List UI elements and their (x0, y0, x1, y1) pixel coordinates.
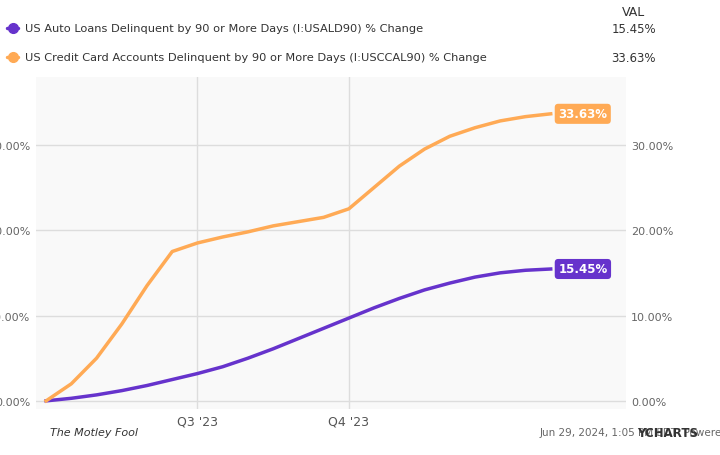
Text: 15.45%: 15.45% (611, 23, 656, 36)
Text: US Auto Loans Delinquent by 90 or More Days (I:USALD90) % Change: US Auto Loans Delinquent by 90 or More D… (25, 25, 423, 35)
Text: The Motley Fool: The Motley Fool (50, 427, 138, 437)
Text: YCHARTS: YCHARTS (637, 426, 698, 439)
Text: Jun 29, 2024, 1:05 PM EDT  Powered by: Jun 29, 2024, 1:05 PM EDT Powered by (540, 427, 720, 437)
Text: VAL: VAL (622, 6, 645, 19)
Text: 33.63%: 33.63% (558, 108, 607, 121)
Text: 33.63%: 33.63% (611, 51, 656, 65)
Text: US Credit Card Accounts Delinquent by 90 or More Days (I:USCCAL90) % Change: US Credit Card Accounts Delinquent by 90… (25, 53, 487, 63)
Text: 15.45%: 15.45% (558, 263, 608, 276)
